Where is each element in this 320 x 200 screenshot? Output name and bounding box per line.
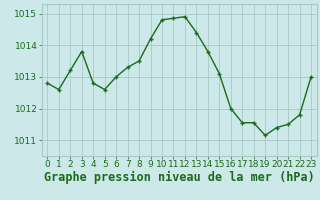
X-axis label: Graphe pression niveau de la mer (hPa): Graphe pression niveau de la mer (hPa) <box>44 171 315 184</box>
